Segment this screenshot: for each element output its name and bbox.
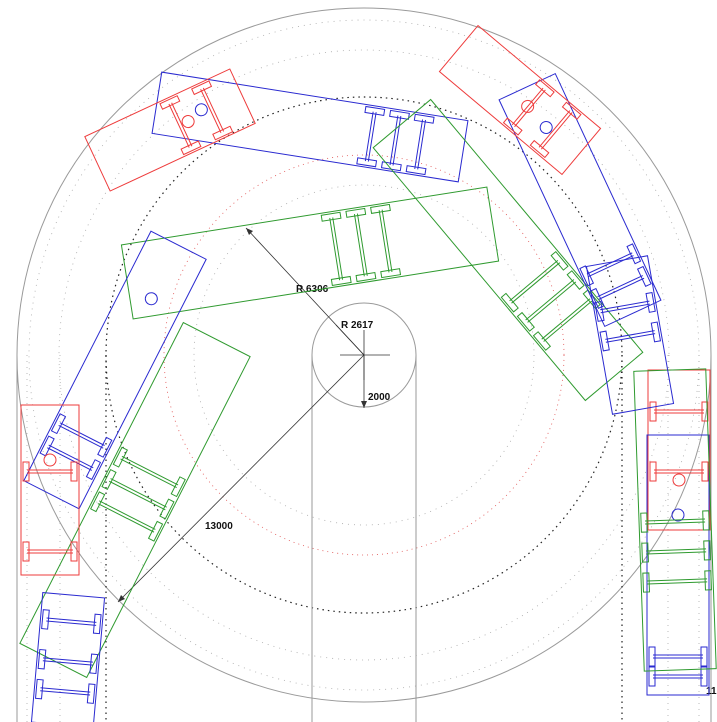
lane-lines: [16, 355, 712, 722]
guide-circle-5: [193, 184, 535, 526]
vehicle-blue-left: [23, 230, 207, 510]
edge-label: 11: [706, 686, 717, 697]
vehicle-red-top-left: [84, 68, 256, 192]
vehicle-green-top: [120, 186, 500, 320]
offset-label: 2000: [368, 392, 391, 403]
vehicle-blue-right-stack: [585, 255, 675, 415]
vehicle-blue-top: [151, 71, 469, 183]
outer-radius-label: R 6306: [296, 284, 329, 295]
guide-circle-2: [58, 49, 670, 661]
vehicle-outlines: [19, 24, 717, 722]
vehicle-red-right: [647, 369, 711, 531]
vehicle-red-top-right: [438, 24, 602, 176]
turning-length-label: 13000: [205, 521, 233, 532]
vehicle-blue-bottom-left: [30, 592, 106, 722]
vehicle-blue-bottom-right: [646, 434, 710, 696]
inner-radius-label: R 2617: [341, 320, 374, 331]
vehicle-green-left: [19, 321, 251, 679]
vehicle-green-right: [372, 98, 644, 402]
vehicle-blue-right: [498, 72, 662, 328]
vehicle-green-bottom-right: [633, 368, 717, 672]
vehicle-red-left: [20, 404, 80, 576]
guide-circle-4: [163, 154, 565, 556]
dimension-lines: [117, 227, 367, 603]
